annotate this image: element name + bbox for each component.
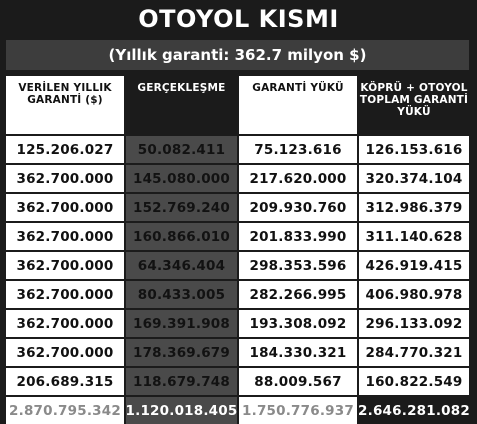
- table-cell: 64.346.404: [126, 252, 237, 279]
- table-cell: 217.620.000: [239, 165, 357, 192]
- table-cell: 284.770.321: [359, 339, 469, 366]
- table-cell: 80.433.005: [126, 281, 237, 308]
- table-cell: 145.080.000: [126, 165, 237, 192]
- table-cell: 362.700.000: [6, 310, 124, 337]
- table-cell: 362.700.000: [6, 339, 124, 366]
- total-gerceklesme: 1.120.018.405: [126, 397, 237, 424]
- table-cell: 152.769.240: [126, 194, 237, 221]
- table-cell: 362.700.000: [6, 252, 124, 279]
- table-cell: 206.689.315: [6, 368, 124, 395]
- table-cell: 298.353.596: [239, 252, 357, 279]
- header-gerceklesme: GERÇEKLEŞME: [126, 76, 237, 134]
- table-cell: 209.930.760: [239, 194, 357, 221]
- table-cell: 362.700.000: [6, 194, 124, 221]
- table-cell: 426.919.415: [359, 252, 469, 279]
- total-verilen-garanti: 2.870.795.342: [6, 397, 124, 424]
- table-cell: 125.206.027: [6, 136, 124, 163]
- total-garanti-yuku: 1.750.776.937: [239, 397, 357, 424]
- table-cell: 160.866.010: [126, 223, 237, 250]
- guarantee-table: VERİLEN YILLIK GARANTİ ($) GERÇEKLEŞME G…: [6, 76, 469, 424]
- table-cell: 88.009.567: [239, 368, 357, 395]
- table-cell: 362.700.000: [6, 223, 124, 250]
- table-cell: 169.391.908: [126, 310, 237, 337]
- header-verilen-garanti: VERİLEN YILLIK GARANTİ ($): [6, 76, 124, 134]
- page-title: OTOYOL KISMI: [138, 5, 339, 33]
- header-toplam-garanti-yuku: KÖPRÜ + OTOYOL TOPLAM GARANTİ YÜKÜ: [359, 76, 469, 134]
- subtitle-banner: (Yıllık garanti: 362.7 milyon $): [6, 40, 469, 70]
- table-cell: 126.153.616: [359, 136, 469, 163]
- table-cell: 75.123.616: [239, 136, 357, 163]
- total-toplam-garanti-yuku: 2.646.281.082: [359, 397, 469, 424]
- table-cell: 118.679.748: [126, 368, 237, 395]
- table-cell: 406.980.978: [359, 281, 469, 308]
- table-cell: 201.833.990: [239, 223, 357, 250]
- table-cell: 362.700.000: [6, 281, 124, 308]
- table-cell: 311.140.628: [359, 223, 469, 250]
- table-cell: 178.369.679: [126, 339, 237, 366]
- table-cell: 296.133.092: [359, 310, 469, 337]
- header-garanti-yuku: GARANTİ YÜKÜ: [239, 76, 357, 134]
- table-cell: 282.266.995: [239, 281, 357, 308]
- table-cell: 193.308.092: [239, 310, 357, 337]
- table-cell: 320.374.104: [359, 165, 469, 192]
- table-cell: 312.986.379: [359, 194, 469, 221]
- table-cell: 160.822.549: [359, 368, 469, 395]
- table-cell: 50.082.411: [126, 136, 237, 163]
- table-cell: 362.700.000: [6, 165, 124, 192]
- table-cell: 184.330.321: [239, 339, 357, 366]
